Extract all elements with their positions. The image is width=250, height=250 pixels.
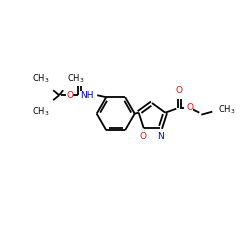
- Text: O: O: [66, 91, 73, 100]
- Text: O: O: [176, 86, 183, 95]
- Text: CH$_3$: CH$_3$: [32, 73, 49, 85]
- Text: N: N: [157, 132, 164, 141]
- Text: CH$_3$: CH$_3$: [67, 73, 85, 85]
- Text: O: O: [76, 73, 83, 82]
- Text: O: O: [186, 103, 193, 112]
- Text: NH: NH: [80, 91, 93, 100]
- Text: CH$_3$: CH$_3$: [218, 104, 236, 116]
- Text: O: O: [139, 132, 146, 141]
- Text: CH$_3$: CH$_3$: [32, 105, 49, 118]
